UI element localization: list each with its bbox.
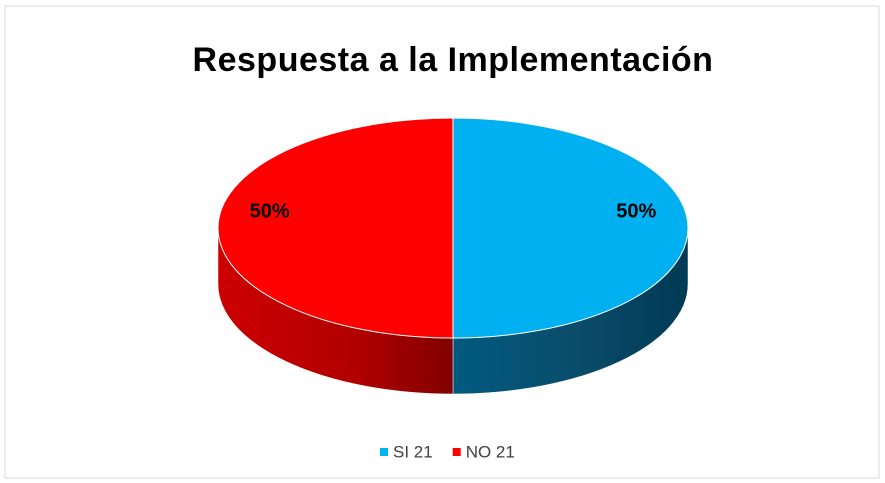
chart-title: Respuesta a la Implementación (193, 41, 714, 79)
legend-label: NO 21 (466, 442, 515, 461)
slice (452, 117, 689, 339)
slice (217, 117, 454, 339)
data-label: 50% (616, 200, 656, 222)
data-label: 50% (250, 200, 290, 222)
legend-label: SI 21 (393, 442, 433, 461)
legend-swatch (452, 448, 461, 456)
legend-swatch (380, 448, 388, 456)
